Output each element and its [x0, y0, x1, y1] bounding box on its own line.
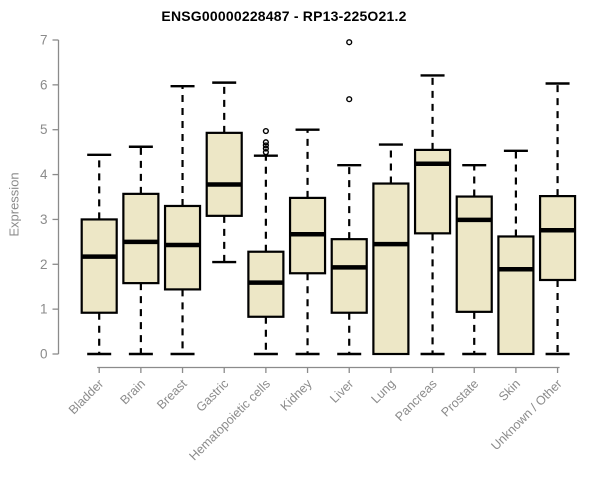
x-tick-label-brain: Brain [117, 377, 148, 408]
outlier-point-hematopoietic-cells [262, 139, 269, 146]
box-brain [122, 192, 160, 285]
y-tick-label: 6 [40, 77, 48, 92]
x-tick-label-gastric: Gastric [193, 377, 231, 415]
x-tick-label-pancreas: Pancreas [392, 377, 439, 424]
y-tick-label: 5 [40, 122, 48, 137]
x-tick-label-bladder: Bladder [66, 377, 106, 417]
y-tick-label: 1 [40, 302, 48, 317]
y-tick-label: 4 [40, 167, 48, 182]
box-gastric [205, 131, 243, 217]
box-liver [330, 238, 368, 314]
y-tick-label: 2 [40, 257, 48, 272]
outlier-point-hematopoietic-cells [262, 145, 269, 152]
x-tick-label-kidney: Kidney [278, 376, 315, 413]
box-unknown-other [538, 195, 577, 282]
y-tick-label: 7 [40, 33, 48, 48]
x-tick-label-prostate: Prostate [439, 377, 482, 420]
outlier-point-hematopoietic-cells [262, 142, 269, 149]
x-tick-label-skin: Skin [496, 377, 523, 404]
box-bladder [80, 218, 118, 314]
x-tick-label-liver: Liver [327, 377, 356, 406]
box-lung [372, 182, 410, 356]
outlier-point-hematopoietic-cells [262, 149, 269, 156]
outlier-point-liver [346, 39, 353, 46]
outlier-point-hematopoietic-cells [262, 127, 269, 135]
x-tick-label-breast: Breast [154, 376, 190, 412]
outlier-point-liver [346, 96, 353, 103]
x-tick-label-lung: Lung [368, 377, 398, 407]
y-tick-label: 0 [40, 347, 48, 362]
y-tick-label: 3 [40, 212, 48, 227]
x-tick-label-hematopoietic-cells: Hematopoietic cells [186, 377, 273, 464]
box-prostate [455, 195, 493, 313]
x-tick-label-unknown-other: Unknown / Other [488, 377, 564, 453]
chart-title: ENSG00000228487 - RP13-225O21.2 [161, 8, 407, 24]
box-breast [163, 204, 202, 291]
box-skin [497, 235, 535, 356]
